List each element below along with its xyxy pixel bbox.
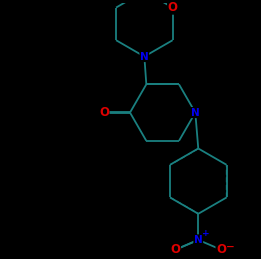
- Text: O: O: [216, 243, 226, 256]
- Text: O: O: [99, 106, 109, 119]
- Text: N: N: [191, 107, 200, 118]
- Text: +: +: [202, 229, 210, 239]
- Text: N: N: [140, 52, 149, 62]
- Text: N: N: [194, 235, 203, 245]
- Text: −: −: [226, 242, 234, 252]
- Text: O: O: [168, 1, 178, 14]
- Text: O: O: [170, 243, 180, 256]
